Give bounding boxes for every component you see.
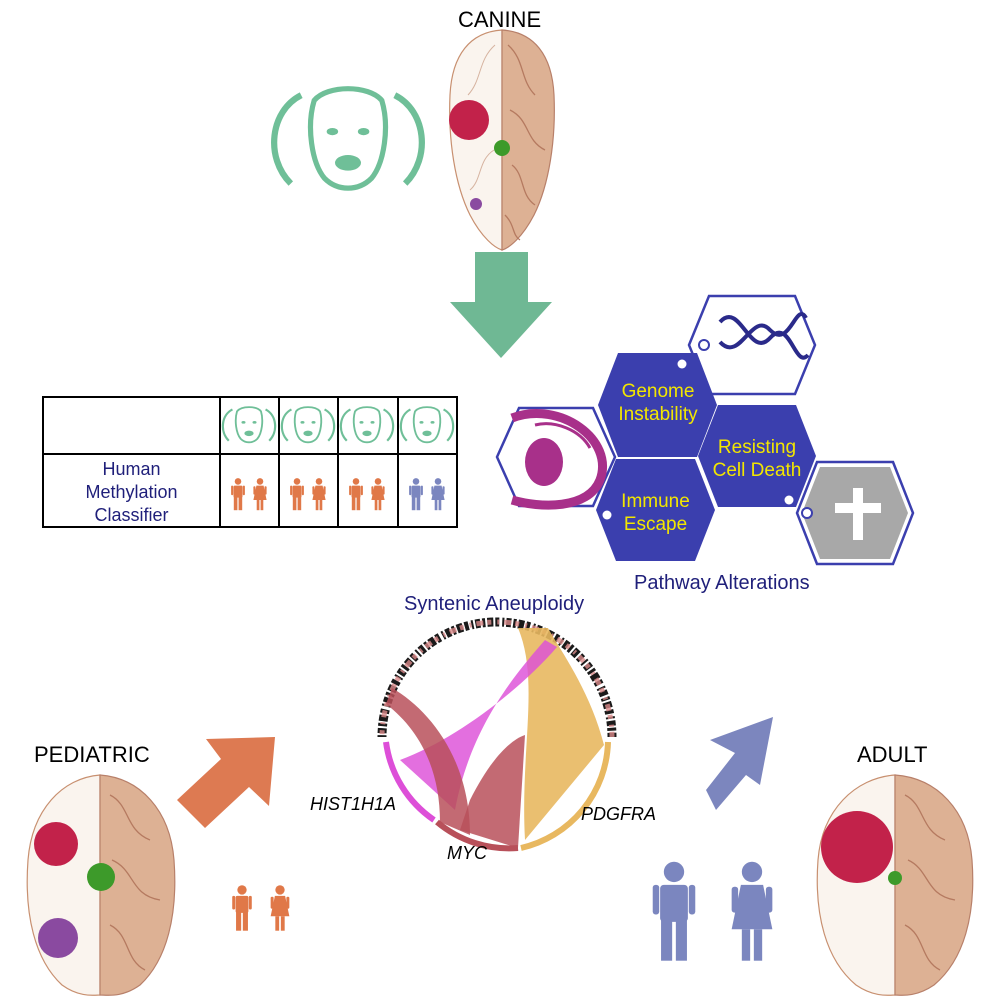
pediatric-label: PEDIATRIC (34, 742, 150, 767)
classifier-label-line-2: Methylation (85, 482, 178, 502)
circos-plot (377, 617, 619, 858)
hex-dna (687, 294, 817, 396)
immune-escape-label: Immune Escape (596, 490, 715, 536)
canine-tumor-large (449, 100, 489, 140)
hex-cross (795, 460, 915, 566)
resisting-cell-death-label: Resisting Cell Death (698, 436, 816, 482)
adult-people-icon (652, 861, 773, 961)
canine-label: CANINE (458, 7, 542, 32)
classifier-label-line-3: Classifier (94, 505, 169, 525)
adult-brain (816, 774, 974, 996)
pediatric-tumor-small (38, 918, 78, 958)
canine-brain (449, 29, 555, 251)
circos-title: Syntenic Aneuploidy (404, 593, 585, 615)
gene-label-pdgfra: PDGFRA (581, 804, 657, 824)
adult-tumor-large (821, 811, 893, 883)
hex-cell (495, 406, 617, 510)
pediatric-children-icon (232, 885, 290, 931)
dog-face-icon (274, 89, 422, 188)
adult-label: ADULT (857, 742, 928, 767)
down-arrow-icon (450, 252, 552, 358)
pediatric-tumor-large (34, 822, 78, 866)
hex-genome-instability (598, 353, 717, 457)
adult-arrow-icon (706, 717, 773, 810)
resisting-cell-death-line-1: Resisting (717, 437, 797, 458)
pediatric-arrow-icon (177, 737, 275, 828)
genome-instability-line-2: Instability (618, 404, 698, 425)
gene-label-hist1h1a: HIST1H1A (310, 794, 397, 814)
pediatric-brain (26, 774, 176, 996)
classifier-label-line-1: Human (102, 459, 161, 479)
pathway-alterations-caption: Pathway Alterations (634, 572, 810, 594)
canine-tumor-small (470, 198, 482, 210)
genome-instability-label: Genome Instability (598, 380, 718, 426)
pediatric-tumor-medium (87, 863, 115, 891)
adult-tumor-small (888, 871, 902, 885)
immune-escape-line-2: Escape (623, 514, 688, 535)
resisting-cell-death-line-2: Cell Death (712, 460, 802, 481)
classifier-table (42, 396, 458, 528)
gene-label-myc: MYC (447, 843, 487, 863)
hex-immune-escape (596, 459, 715, 561)
immune-escape-line-1: Immune (621, 491, 690, 512)
hex-resisting-cell-death (698, 405, 816, 507)
classifier-row-label: Human Methylation Classifier (43, 458, 220, 527)
genome-instability-line-1: Genome (621, 381, 695, 402)
canine-tumor-medium (494, 140, 510, 156)
